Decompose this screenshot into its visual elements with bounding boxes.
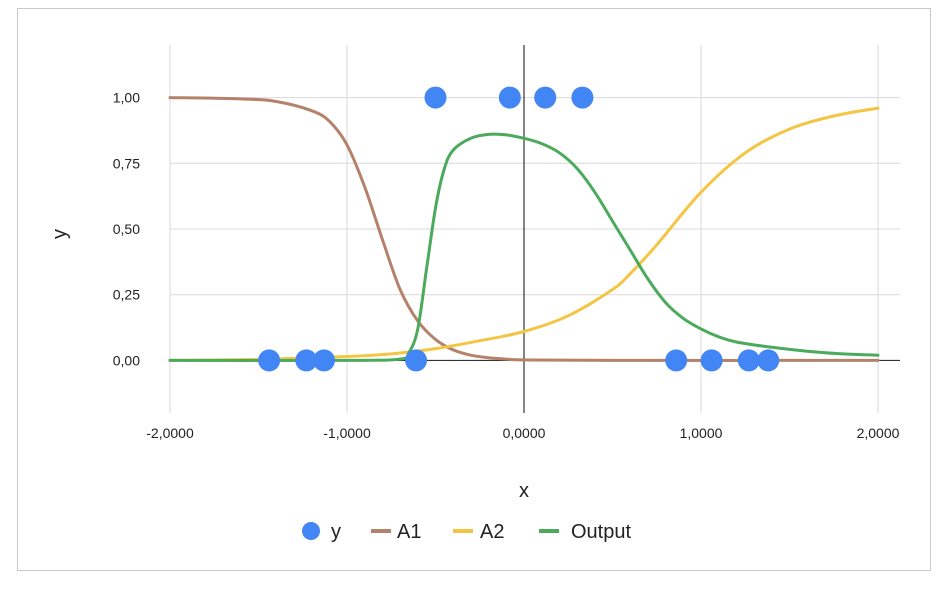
legend-label: Output [571, 521, 631, 543]
data-point-y [312, 349, 335, 372]
x-tick-label: 0,0000 [503, 425, 546, 441]
series-line-output [168, 132, 880, 362]
legend-item-y: y [302, 521, 341, 543]
y-tick-labels: 0,00 0,25 0,50 0,75 1,00 [113, 90, 140, 369]
y-tick-label: 1,00 [113, 90, 140, 106]
data-point-y [424, 86, 447, 109]
data-point-y [757, 349, 780, 372]
y-tick-label: 0,25 [113, 287, 140, 303]
series-lines [168, 96, 880, 362]
legend-item-output: Output [539, 521, 631, 543]
x-axis-title: x [519, 480, 529, 502]
data-point-y [295, 349, 318, 372]
data-point-y [534, 86, 557, 109]
legend-label: A1 [397, 521, 421, 543]
legend-item-a1: A1 [371, 521, 421, 543]
chart-frame [17, 8, 931, 571]
x-tick-label: 2,0000 [857, 425, 900, 441]
legend-label: y [331, 521, 341, 543]
data-point-y [700, 349, 723, 372]
x-tick-label: 1,0000 [680, 425, 723, 441]
data-point-y [737, 349, 760, 372]
x-tick-label: -1,0000 [323, 425, 371, 441]
series-line-a2 [168, 106, 880, 362]
data-point-y [571, 86, 594, 109]
scatter-points [258, 86, 780, 372]
legend: y A1 A2 Output [302, 521, 631, 543]
y-tick-label: 0,75 [113, 155, 140, 171]
data-point-y [665, 349, 688, 372]
y-axis-title: y [49, 229, 71, 239]
y-tick-label: 0,00 [113, 352, 140, 368]
data-point-y [258, 349, 281, 372]
x-tick-labels: -2,0000 -1,0000 0,0000 1,0000 2,0000 [146, 425, 899, 441]
data-point-y [405, 349, 428, 372]
legend-marker-y [302, 522, 320, 540]
x-tick-label: -2,0000 [146, 425, 194, 441]
data-point-y [498, 86, 521, 109]
y-tick-label: 0,50 [113, 221, 140, 237]
legend-item-a2: A2 [453, 521, 504, 543]
legend-label: A2 [480, 521, 504, 543]
